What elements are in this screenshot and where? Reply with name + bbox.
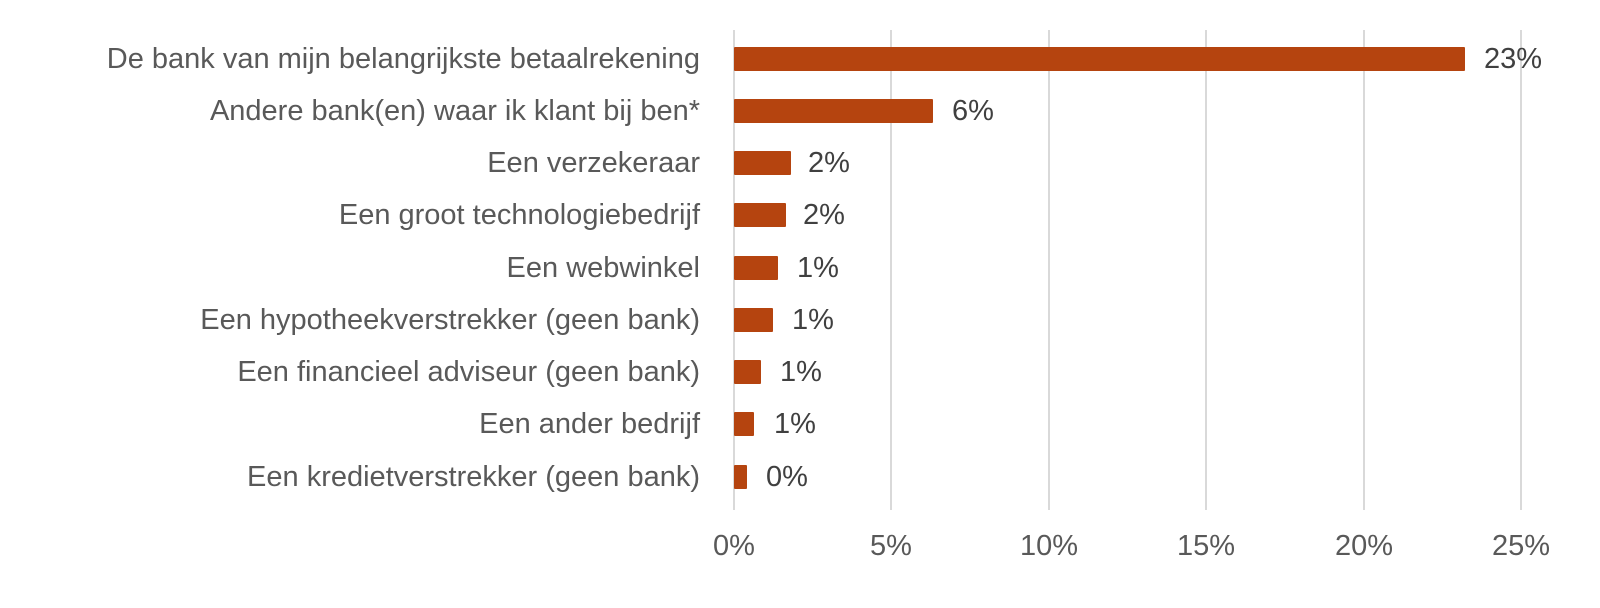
bar — [734, 203, 786, 227]
value-label: 2% — [803, 199, 845, 231]
bar-row: Een kredietverstrekker (geen bank) 0% — [0, 451, 1600, 503]
x-tick-label: 15% — [1176, 530, 1236, 562]
category-label: Een ander bedrijf — [479, 408, 700, 440]
category-label: Een verzekeraar — [487, 147, 700, 179]
x-tick-label: 25% — [1491, 530, 1551, 562]
bar-row: Een financieel adviseur (geen bank) 1% — [0, 346, 1600, 398]
category-label: Een kredietverstrekker (geen bank) — [247, 461, 700, 493]
bar-row: Een ander bedrijf 1% — [0, 398, 1600, 450]
gridline-10 — [1048, 30, 1050, 510]
bar-row: Een webwinkel 1% — [0, 242, 1600, 294]
value-label: 1% — [774, 408, 816, 440]
category-label: De bank van mijn belangrijkste betaalrek… — [106, 43, 700, 75]
value-label: 6% — [952, 95, 994, 127]
x-tick-label: 10% — [1019, 530, 1079, 562]
value-label: 1% — [792, 304, 834, 336]
value-label: 0% — [766, 461, 808, 493]
bar — [734, 47, 1465, 71]
gridline-15 — [1205, 30, 1207, 510]
x-tick-label: 20% — [1334, 530, 1394, 562]
bar-row: Een verzekeraar 2% — [0, 137, 1600, 189]
bar — [734, 308, 773, 332]
bar-row: De bank van mijn belangrijkste betaalrek… — [0, 33, 1600, 85]
value-label: 1% — [780, 356, 822, 388]
bar-row: Andere bank(en) waar ik klant bij ben* 6… — [0, 85, 1600, 137]
category-label: Een groot technologiebedrijf — [338, 199, 700, 231]
bar — [734, 412, 754, 436]
gridline-20 — [1363, 30, 1365, 510]
value-label: 23% — [1484, 43, 1543, 75]
x-tick-label: 0% — [713, 530, 755, 562]
bar — [734, 99, 933, 123]
value-label: 1% — [797, 252, 839, 284]
bar — [734, 151, 791, 175]
bar — [734, 360, 761, 384]
category-label: Een financieel adviseur (geen bank) — [237, 356, 700, 388]
category-label: Een hypotheekverstrekker (geen bank) — [200, 304, 700, 336]
bar — [734, 465, 747, 489]
category-label: Andere bank(en) waar ik klant bij ben* — [209, 95, 700, 127]
gridline-25 — [1520, 30, 1522, 510]
bar-row: Een groot technologiebedrijf 2% — [0, 189, 1600, 241]
x-tick-label: 5% — [870, 530, 912, 562]
category-label: Een webwinkel — [506, 252, 700, 284]
gridline-5 — [890, 30, 892, 510]
bar-row: Een hypotheekverstrekker (geen bank) 1% — [0, 294, 1600, 346]
bar — [734, 256, 778, 280]
value-label: 2% — [808, 147, 850, 179]
